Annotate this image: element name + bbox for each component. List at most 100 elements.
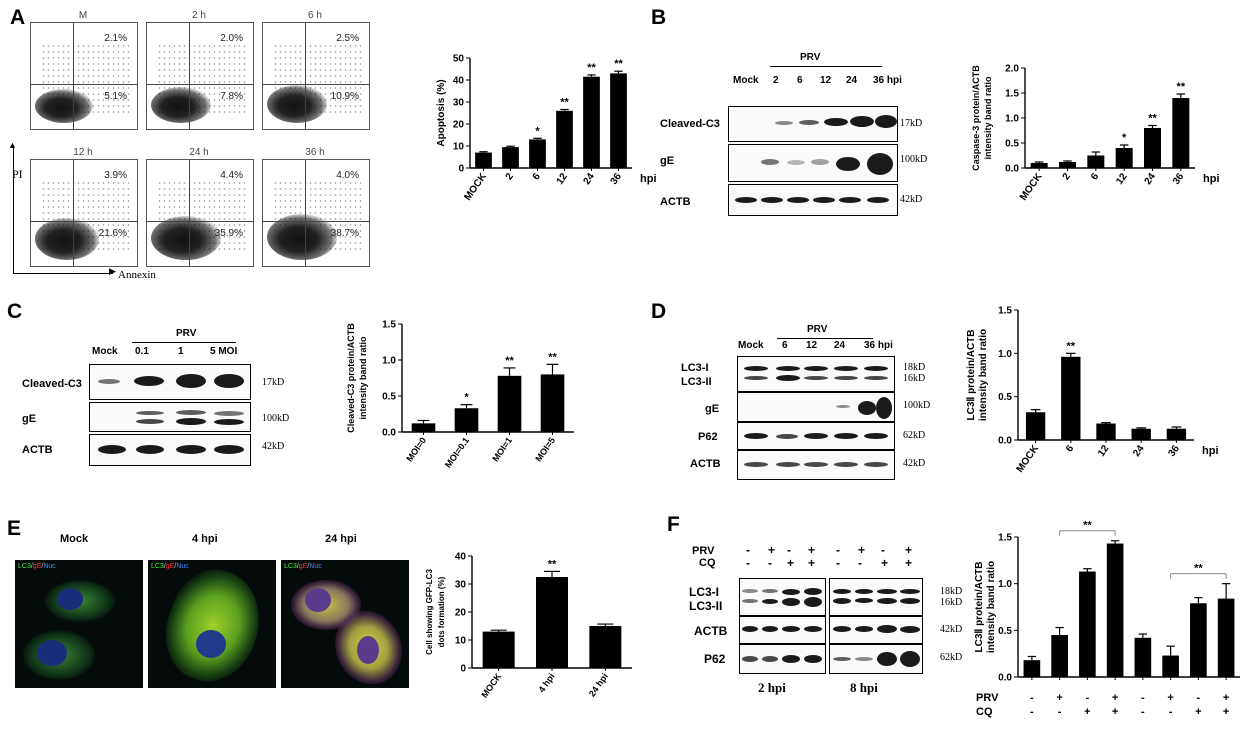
x-tick-label: MOI=0 bbox=[404, 435, 428, 463]
blot-d-lc3 bbox=[737, 356, 895, 392]
bar bbox=[411, 423, 436, 432]
y-tick-label: 2.0 bbox=[1005, 64, 1019, 75]
prv-sign: - bbox=[746, 543, 750, 557]
blot-d-lane: 36 hpi bbox=[864, 340, 893, 351]
y-tick-label: 0.5 bbox=[998, 392, 1012, 403]
quadrant-gate-vertical bbox=[73, 160, 75, 266]
blot-b-size: 42kD bbox=[900, 194, 923, 205]
y-tick-label: 1.0 bbox=[998, 579, 1012, 590]
quadrant-gate-horizontal bbox=[147, 84, 253, 86]
panel-label-c: C bbox=[7, 300, 23, 323]
prv-sign: - bbox=[787, 543, 791, 557]
significance-mark: ** bbox=[548, 558, 557, 570]
upper-right-percent: 4.0% bbox=[336, 170, 359, 181]
blot-f-p62-2hpi bbox=[739, 644, 826, 674]
blot-d-size: 100kD bbox=[903, 400, 931, 411]
bar bbox=[502, 147, 519, 168]
prv-sign: - bbox=[1141, 692, 1145, 704]
prv-sign: - bbox=[836, 543, 840, 557]
blot-d-lane: 6 bbox=[782, 340, 788, 351]
blot-c-ge bbox=[89, 402, 251, 432]
blot-f-time-label: 8 hpi bbox=[850, 680, 878, 695]
y-tick-label: 0.0 bbox=[998, 673, 1012, 684]
blot-c-header-line bbox=[132, 342, 236, 343]
y-tick-label: 20 bbox=[453, 120, 465, 131]
bar bbox=[1131, 428, 1151, 440]
facs-plot-title: M bbox=[78, 10, 88, 21]
y-tick-label: 40 bbox=[453, 76, 465, 87]
cq-sign: + bbox=[808, 556, 816, 570]
blot-f-row-label: ACTB bbox=[694, 624, 728, 638]
blot-d-row-label: ACTB bbox=[690, 458, 721, 470]
bar bbox=[1190, 603, 1207, 677]
blot-c-lane: 0.1 bbox=[135, 346, 149, 357]
upper-right-percent: 4.4% bbox=[220, 170, 243, 181]
blot-b-lane: 36 hpi bbox=[873, 75, 902, 86]
gfp-lc3-dots-bar-chart: 0 10 20 30 40 MOCK ** 4 hpi 24 hpi Cell showing G… bbox=[425, 552, 632, 700]
y-axis-label: Apoptosis (%) bbox=[436, 79, 447, 146]
micrograph-4hpi: LC3/gE/Nuc bbox=[148, 560, 276, 688]
y-tick-label: 0.0 bbox=[1005, 164, 1019, 175]
cq-row-label: CQ bbox=[976, 706, 993, 718]
y-tick-label: 0 bbox=[460, 664, 466, 675]
blot-b-size: 100kD bbox=[900, 154, 928, 165]
cq-sign: - bbox=[1030, 706, 1034, 718]
blot-d-lane: Mock bbox=[738, 340, 764, 351]
quadrant-gate-vertical bbox=[189, 160, 191, 266]
cq-sign: + bbox=[881, 556, 889, 570]
x-tick-label: 2 bbox=[1061, 171, 1073, 182]
y-axis-label: dots formation (%) bbox=[437, 576, 446, 647]
x-tick-label: MOCK bbox=[1015, 443, 1042, 475]
blot-c-lane: 5 MOI bbox=[210, 346, 238, 357]
blot-c-lane: Mock bbox=[92, 346, 118, 357]
prv-sign: + bbox=[905, 543, 913, 557]
bar bbox=[529, 139, 546, 168]
blot-f-prv-label: PRV bbox=[692, 545, 715, 557]
bar bbox=[1144, 128, 1161, 168]
blot-b-lane: 2 bbox=[773, 75, 779, 86]
facs-event-cloud bbox=[151, 87, 211, 123]
micrograph-title: Mock bbox=[60, 533, 89, 545]
facs-plot-title: 12 h bbox=[73, 147, 93, 158]
x-tick-label: 24 bbox=[1131, 443, 1147, 459]
facs-plot-title: 36 h bbox=[305, 147, 325, 158]
lower-right-percent: 38.7% bbox=[330, 228, 359, 239]
caspase3-bar-chart: 0.0 0.5 1.0 1.5 2.0 MOCK 2 6 * 12 ** 24 ** 36 hpi Caspa… bbox=[971, 64, 1220, 203]
blot-c-row-label: Cleaved-C3 bbox=[22, 378, 82, 390]
quadrant-gate-vertical bbox=[189, 23, 191, 129]
quadrant-gate-vertical bbox=[305, 23, 307, 129]
blot-f-size: 16kD bbox=[940, 597, 963, 608]
blot-b-ge bbox=[728, 144, 898, 182]
bar bbox=[1051, 635, 1068, 677]
blot-f-actb-2hpi bbox=[739, 616, 826, 644]
cq-sign: - bbox=[1058, 706, 1062, 718]
blot-d-ge bbox=[737, 392, 895, 422]
prv-row-label: PRV bbox=[976, 692, 999, 704]
prv-sign: + bbox=[858, 543, 866, 557]
lower-right-percent: 7.8% bbox=[220, 91, 243, 102]
y-tick-label: 0 bbox=[458, 164, 464, 175]
x-tick-label: 12 bbox=[555, 171, 571, 187]
blot-b-header: PRV bbox=[800, 52, 821, 63]
bar bbox=[1172, 98, 1190, 168]
significance-mark: ** bbox=[614, 58, 623, 70]
upper-right-percent: 3.9% bbox=[104, 170, 127, 181]
x-unit-label: hpi bbox=[1203, 173, 1220, 185]
blot-d-lane: 12 bbox=[806, 340, 818, 351]
y-tick-label: 20 bbox=[455, 608, 467, 619]
blot-f-row-label: P62 bbox=[704, 652, 726, 666]
cleaved-c3-moi-bar-chart: 0.0 0.5 1.0 1.5 MOI=0 * MOI=0.1 ** MOI=1 ** MOI=5 C… bbox=[346, 320, 574, 470]
panel-label-d: D bbox=[651, 300, 667, 323]
y-axis-label: LC3Ⅱ protein/ACTB bbox=[966, 329, 977, 420]
blot-d-size: 62kD bbox=[903, 430, 926, 441]
y-axis-label: LC3Ⅱ protein/ACTB bbox=[974, 561, 985, 652]
bar bbox=[1217, 598, 1235, 677]
y-tick-label: 1.0 bbox=[382, 356, 396, 367]
x-tick-label: 12 bbox=[1096, 443, 1112, 459]
y-axis-label: Cleaved-C3 protein/ACTB bbox=[346, 323, 356, 433]
lc3-cq-bar-chart: 0.0 0.5 1.0 1.5 LC3Ⅱ protein/ACTB intensity b… bbox=[974, 520, 1240, 718]
x-tick-label: 4 hpi bbox=[536, 671, 556, 694]
cq-sign: + bbox=[787, 556, 795, 570]
prv-sign: - bbox=[1086, 692, 1090, 704]
facs-plot: 4.0% 38.7% bbox=[262, 159, 370, 267]
